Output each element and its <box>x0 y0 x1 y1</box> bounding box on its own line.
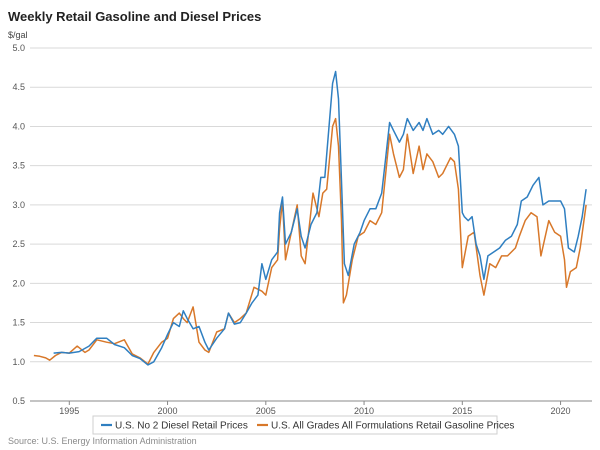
chart-title: Weekly Retail Gasoline and Diesel Prices <box>8 9 262 24</box>
legend-label-diesel: U.S. No 2 Diesel Retail Prices <box>115 421 248 432</box>
x-axis-ticks: 1995 2000 2005 2010 2015 2020 <box>59 401 571 416</box>
x-tick-label: 2015 <box>452 406 472 416</box>
diesel-price-line <box>53 70 587 366</box>
y-tick-label: 4.0 <box>12 121 25 131</box>
y-axis-unit-label: $/gal <box>8 30 28 40</box>
y-tick-label: 1.5 <box>12 318 25 328</box>
y-axis-ticks: 0.5 1.0 1.5 2.0 2.5 3.0 3.5 4.0 4.5 5.0 <box>12 43 25 406</box>
x-tick-label: 2005 <box>256 406 276 416</box>
legend-label-gasoline: U.S. All Grades All Formulations Retail … <box>271 421 514 432</box>
y-tick-label: 4.5 <box>12 82 25 92</box>
grid-lines <box>30 47 592 402</box>
source-note: Source: U.S. Energy Information Administ… <box>8 436 197 446</box>
series-lines <box>33 70 587 366</box>
x-tick-label: 1995 <box>59 406 79 416</box>
x-tick-label: 2010 <box>354 406 374 416</box>
y-tick-label: 3.0 <box>12 200 25 210</box>
y-tick-label: 0.5 <box>12 396 25 406</box>
legend-box <box>92 415 498 435</box>
x-tick-label: 2000 <box>158 406 178 416</box>
legend: U.S. No 2 Diesel Retail Prices U.S. All … <box>92 415 514 435</box>
y-tick-label: 3.5 <box>12 161 25 171</box>
x-tick-label: 2020 <box>551 406 571 416</box>
y-tick-label: 2.5 <box>12 239 25 249</box>
y-tick-label: 2.0 <box>12 278 25 288</box>
gasoline-price-line <box>33 117 587 365</box>
y-tick-label: 5.0 <box>12 43 25 53</box>
y-tick-label: 1.0 <box>12 357 25 367</box>
